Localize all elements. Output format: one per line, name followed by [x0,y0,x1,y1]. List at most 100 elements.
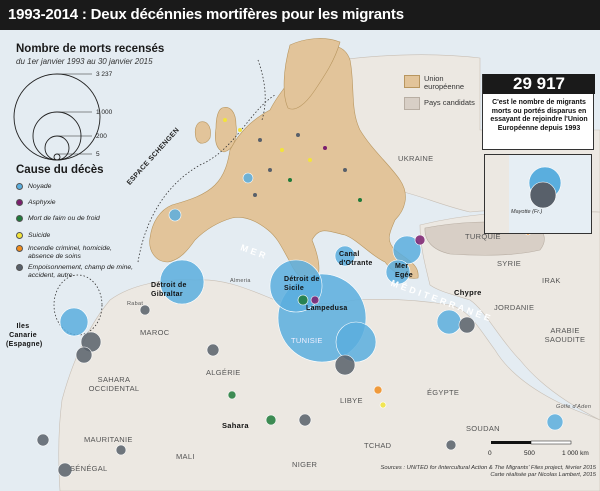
label-mali: MALI [176,452,195,461]
label-golfe-aden: Golfe d'Aden [556,404,592,410]
inset-svg [485,155,562,233]
cause-dot [16,183,23,190]
size-legend-circles [13,73,101,161]
eu-dot [253,193,257,197]
schengen-border [137,94,276,263]
circle-canaries [59,307,89,337]
circle-lampedusa-purple [310,295,320,305]
circle-sudan-grey [445,439,457,451]
circle-libya-coast [335,321,377,363]
label-soudan: SOUDAN [466,424,500,433]
label-gibraltar: Détroit de Gibraltar [151,282,187,298]
size-legend-subtitle: du 1er janvier 1993 au 30 janvier 2015 [16,57,153,66]
cause-item-noyade: Noyade [16,183,136,191]
scale-segment-1 [491,441,531,444]
inset-circle-grey [529,181,557,209]
scale-zero: 0 [488,450,492,457]
cause-label: Mort de faim ou de froid [28,215,100,222]
circle-france [242,172,254,184]
circle-mauritania [75,346,93,364]
label-libye: LIBYE [340,396,363,405]
size-legend-title: Nombre de morts recensés [16,43,165,55]
cause-label: Empoisonnement, champ de mine, accident,… [28,264,134,279]
label-egypte: ÉGYPTE [427,388,460,397]
eu-dot [238,128,242,132]
size-value-5: 5 [96,151,100,158]
candidates-legend-label: Pays candidats [424,98,475,107]
circle-sicily [269,259,323,313]
source-line-1: Sources : UNITED for iIntercultural Acti… [380,465,596,471]
eu-dot [280,148,284,152]
circle-algeria [206,343,220,357]
label-otrante: Canal d'Otrante [339,251,373,267]
cause-dot [16,215,23,222]
circle-spain-blue [168,208,182,222]
eu-dot [296,133,300,137]
stat-text: C'est le nombre de migrants morts ou por… [490,99,588,132]
label-chypre: Chypre [454,288,482,297]
size-value-200: 200 [96,133,107,140]
cause-item-incendie: Incendie criminel, homicide, absence de … [16,245,136,261]
cause-dot [16,232,23,239]
label-senegal: SÉNÉGAL [70,464,108,473]
label-syrie: SYRIE [497,259,522,268]
eu-dot [343,168,347,172]
circle-libya-green [297,294,309,306]
circle-aegean-2 [385,259,411,285]
circle-sahara-green [265,414,277,426]
cause-item-autre: Empoisonnement, champ de mine, accident,… [16,264,136,280]
circle-mauritania-2 [36,433,50,447]
label-canaries: Iles Canarie (Espagne) [6,323,43,348]
circle-libya-inland [334,354,356,376]
label-niger: NIGER [292,460,318,469]
scale-bar [491,440,572,445]
scale-max: 1 000 km [562,450,589,457]
eu-dot [323,146,327,150]
circle-mali [115,444,127,456]
label-jordanie: JORDANIE [494,303,535,312]
cause-dot [16,199,23,206]
circle-yellow-libya [379,401,387,409]
label-egee: Mer Egée [395,263,413,279]
scale-mid: 500 [524,450,535,457]
scandinavia-landmass [283,38,341,110]
ireland-landmass [194,121,211,144]
europe-small-dots [223,118,362,202]
size-value-3237: 3 237 [96,71,113,78]
cause-label: Noyade [28,183,52,190]
circle-egypt-sinai [458,316,476,334]
title-bar: 1993-2014 : Deux décénnies mortifères po… [0,0,600,30]
label-almeria: Almeria [230,278,251,284]
cause-legend-title: Cause du décès [16,164,104,176]
label-algerie: ALGÉRIE [206,368,241,377]
source-credit: Sources : UNITED for iIntercultural Acti… [340,465,596,479]
uk-landmass [214,107,237,153]
label-sahara: Sahara [222,421,249,430]
death-circles [36,172,564,478]
eu-legend-swatch [404,75,420,88]
circle-senegal [57,462,73,478]
cause-dot [16,245,23,252]
cause-item-asphyxie: Asphyxie [16,199,136,207]
label-irak: IRAK [542,276,561,285]
cause-dot [16,264,23,271]
eu-dot [358,198,362,202]
cause-label: Suicide [28,232,51,239]
label-arabie: ARABIE SAOUDITE [544,326,586,344]
circle-egypt-coast [436,309,462,335]
stat-box: 29 917 C'est le nombre de migrants morts… [482,74,595,150]
eu-dot [288,178,292,182]
circle-morocco-grey [139,304,151,316]
circle-otrante [334,245,356,267]
eu-landmass [149,45,419,283]
cause-item-faim-froid: Mort de faim ou de froid [16,215,136,223]
source-line-2: Carte réalisée par Nicolas Lambert, 2015 [490,472,596,478]
label-maroc: MAROC [140,328,170,337]
eu-dot [258,138,262,142]
map-title: 1993-2014 : Deux décénnies mortifères po… [8,6,404,23]
circle-sahara-green-2 [227,390,237,400]
circle-gibraltar [159,259,205,305]
inset-land [485,155,509,233]
eu-dot [308,158,312,162]
